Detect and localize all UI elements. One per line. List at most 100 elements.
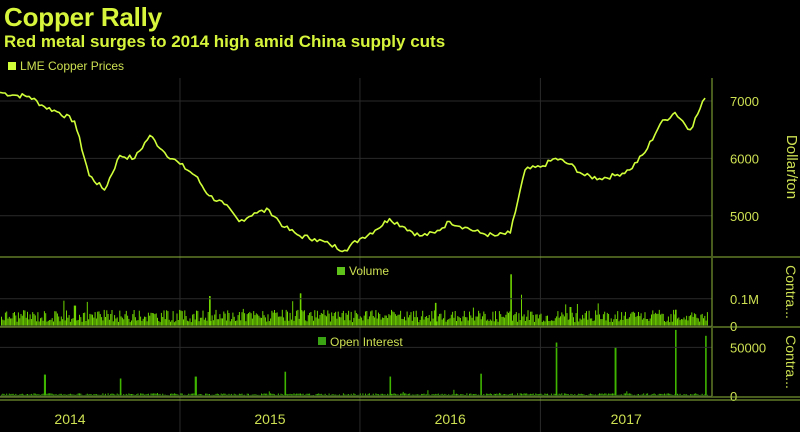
oi-bar <box>118 394 119 396</box>
volume-bar <box>547 315 548 326</box>
volume-bar <box>700 314 702 326</box>
x-tick-label-2016: 2016 <box>435 411 466 427</box>
oi-bar <box>336 394 338 396</box>
oi-bar <box>618 394 620 396</box>
volume-bar <box>653 314 655 326</box>
volume-bar <box>639 316 641 326</box>
volume-bar <box>176 313 178 326</box>
volume-bar <box>223 311 225 326</box>
oi-bar <box>625 393 626 396</box>
oi-bar <box>64 394 66 396</box>
oi-bar <box>439 394 441 396</box>
oi-bar <box>636 394 638 396</box>
volume-bar <box>160 312 162 326</box>
volume-bar <box>250 313 252 326</box>
volume-bar <box>608 314 610 326</box>
volume-bar <box>92 314 93 326</box>
volume-bar <box>597 303 599 326</box>
volume-bar <box>567 319 569 326</box>
oi-bar <box>524 393 526 396</box>
oi-bar <box>60 393 62 396</box>
oi-bar <box>225 394 227 396</box>
volume-bar <box>401 318 403 326</box>
volume-bar <box>231 319 233 326</box>
oi-bar <box>522 394 524 396</box>
oi-bar <box>561 393 563 396</box>
volume-bar <box>397 314 399 326</box>
volume-bar <box>565 304 567 326</box>
oi-bar <box>257 394 259 396</box>
oi-bar <box>643 393 645 396</box>
oi-bar <box>497 394 499 396</box>
volume-tick-label: 0.1M <box>730 292 759 307</box>
oi-bar <box>566 394 568 396</box>
oi-bar <box>506 394 508 396</box>
volume-bar <box>101 317 103 326</box>
oi-bar <box>181 393 183 396</box>
oi-bar <box>132 394 134 396</box>
volume-bar <box>496 319 498 326</box>
volume-bar <box>51 318 53 326</box>
volume-bar <box>381 317 383 326</box>
volume-bar <box>112 321 114 326</box>
volume-bar <box>600 319 602 326</box>
volume-bar <box>469 311 470 326</box>
volume-bar <box>474 320 476 326</box>
volume-bar <box>407 317 409 326</box>
volume-bar <box>688 316 690 326</box>
oi-bar <box>589 393 591 396</box>
volume-bar <box>131 320 132 326</box>
oi-bar <box>488 394 490 396</box>
volume-bar <box>248 313 249 326</box>
volume-bar <box>114 315 116 326</box>
legends: LME Copper Prices Volume Open Interest <box>8 59 403 349</box>
oi-bar <box>264 393 266 396</box>
volume-bar <box>172 311 174 326</box>
chart-subtitle: Red metal surges to 2014 high amid China… <box>4 32 446 51</box>
volume-bar <box>207 312 209 326</box>
volume-bar <box>643 318 645 326</box>
oi-bar <box>404 393 405 396</box>
volume-bar <box>60 316 62 326</box>
volume-bar <box>578 321 580 326</box>
volume-bar <box>561 312 563 326</box>
oi-bar <box>591 394 593 396</box>
oi-bar <box>653 393 655 396</box>
price-tick-label: 6000 <box>730 151 759 166</box>
volume-bar <box>302 311 304 326</box>
volume-bar <box>378 312 379 326</box>
volume-bar <box>651 314 652 326</box>
volume-bar <box>532 315 534 326</box>
volume-bar <box>97 311 99 326</box>
oi-bar <box>194 376 196 396</box>
oi-bar <box>72 394 74 396</box>
volume-bar <box>686 315 688 326</box>
volume-bar <box>68 315 70 326</box>
volume-bar <box>366 311 368 326</box>
volume-bar <box>254 315 256 326</box>
oi-bar <box>413 394 415 396</box>
volume-bar <box>625 311 626 326</box>
volume-bar <box>313 320 314 326</box>
volume-bar <box>84 312 86 326</box>
oi-bar <box>337 394 339 396</box>
volume-bar <box>678 317 680 326</box>
volume-bar <box>670 314 672 326</box>
oi-bar <box>384 394 386 396</box>
volume-bar <box>501 316 503 326</box>
oi-bar <box>107 393 109 396</box>
volume-bar <box>159 322 161 326</box>
oi-bar <box>198 394 200 396</box>
oi-bar <box>428 394 430 396</box>
volume-bar <box>71 318 73 326</box>
oi-spike <box>705 335 707 396</box>
volume-bar <box>543 320 545 326</box>
oi-bar <box>301 394 303 396</box>
oi-bar <box>124 394 126 396</box>
volume-bar <box>647 319 649 326</box>
volume-bar <box>58 316 60 326</box>
oi-bar <box>443 394 444 396</box>
volume-bar <box>177 320 179 326</box>
oi-bar <box>405 393 407 396</box>
oi-bar <box>519 393 521 396</box>
